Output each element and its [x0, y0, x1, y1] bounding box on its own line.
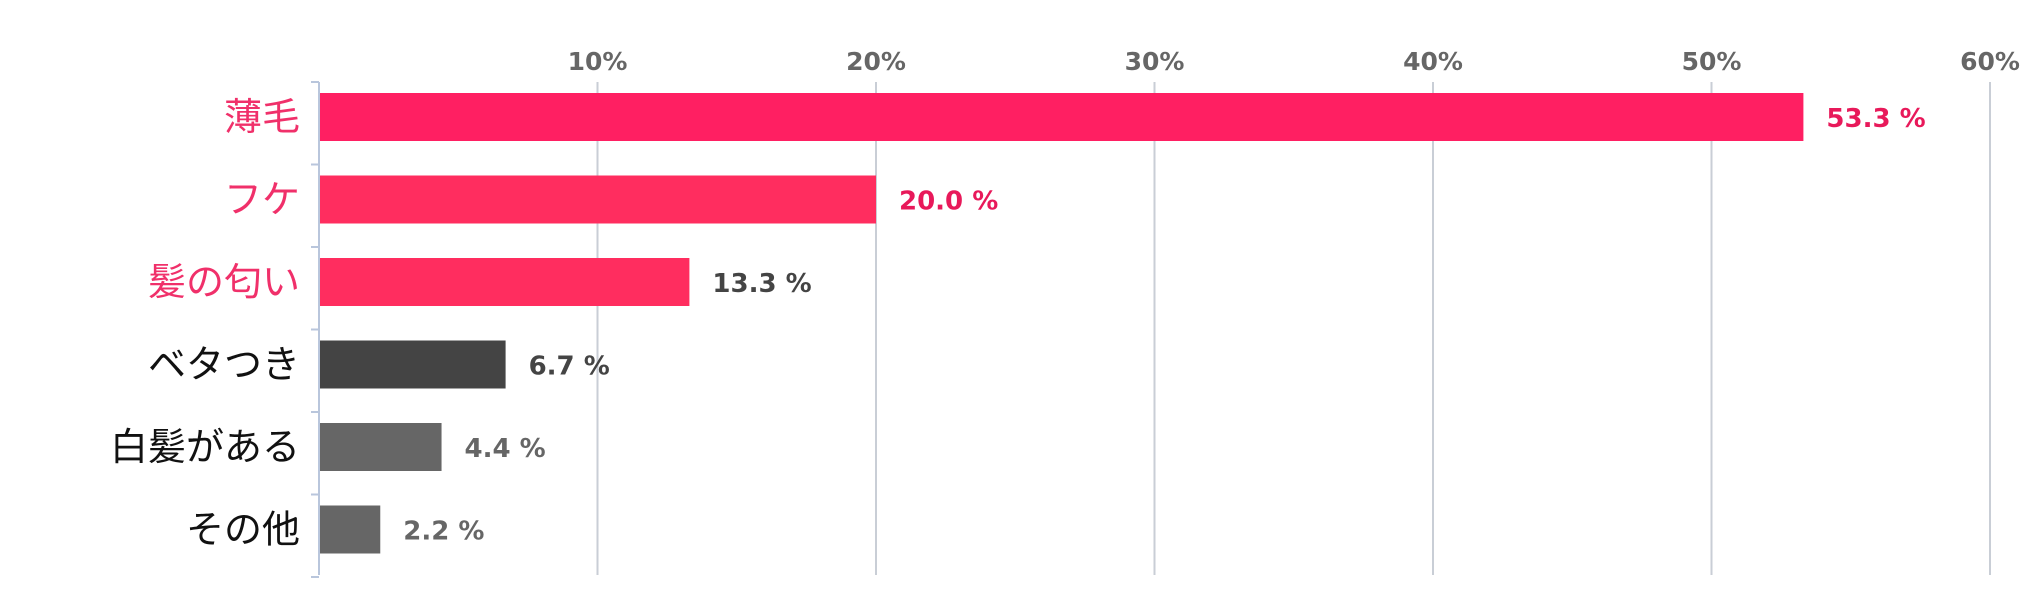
x-axis-ticks: 10% 20% 30% 40% 50% 60% — [568, 47, 2020, 76]
bar — [319, 258, 690, 306]
value-label: 53.3 % — [1826, 104, 1925, 134]
x-tick-label: 60% — [1960, 47, 2020, 76]
category-label: ベタつき — [148, 343, 300, 387]
bars — [319, 93, 1804, 554]
category-label: 髪の匂い — [148, 260, 300, 304]
category-label: 白髪がある — [110, 425, 300, 469]
bar — [319, 423, 442, 471]
x-tick-label: 50% — [1682, 47, 1742, 76]
bar — [319, 93, 1804, 141]
y-axis-tick-marks — [311, 81, 319, 578]
value-label: 4.4 % — [465, 434, 546, 464]
bar — [319, 340, 506, 389]
bar — [319, 175, 876, 224]
value-label: 20.0 % — [899, 187, 998, 217]
category-label: 薄毛 — [224, 95, 300, 139]
value-label: 13.3 % — [712, 269, 811, 299]
value-label: 2.2 % — [403, 517, 484, 547]
value-labels: 53.3 % 20.0 % 13.3 % 6.7 % 4.4 % 2.2 % — [403, 104, 1925, 547]
value-label: 6.7 % — [529, 352, 610, 382]
x-tick-label: 40% — [1403, 47, 1463, 76]
category-label: フケ — [224, 178, 300, 222]
category-label: その他 — [186, 508, 300, 552]
bar — [319, 505, 381, 554]
grid-lines — [596, 82, 1991, 575]
x-tick-label: 20% — [846, 47, 906, 76]
x-tick-label: 30% — [1125, 47, 1185, 76]
x-tick-label: 10% — [568, 47, 628, 76]
